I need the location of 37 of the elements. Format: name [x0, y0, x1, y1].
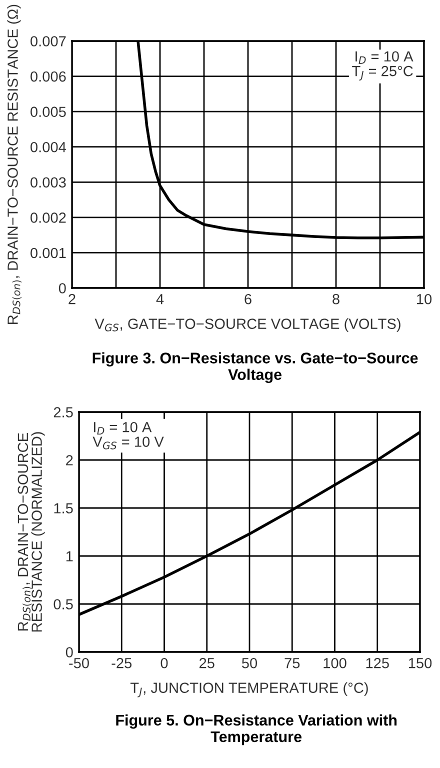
- y-tick-label: 0.003: [30, 177, 66, 188]
- x-tick-label: 50: [242, 658, 258, 668]
- x-tick-label: 6: [244, 294, 252, 304]
- x-axis-title: T$_{J}$, JUNCTION TEMPERATURE (°C): [130, 682, 368, 698]
- y-axis-title: R$_{DS(on)}$, DRAIN−TO−SOURCE RESISTANCE (NORMALIZED): [18, 432, 45, 632]
- text: Figure 5. On−Resistance Variation with Temperature: [116, 714, 397, 746]
- x-tick-label: 100: [324, 658, 346, 668]
- y-tick-label: 0.006: [30, 71, 66, 82]
- x-axis-title: V$_{GS}$, GATE−TO−SOURCE VOLTAGE (VOLTS): [94, 318, 400, 332]
- annotation: V$_{GS}$ = 10 V: [92, 436, 164, 450]
- y-tick-label: 0.001: [30, 248, 66, 258]
- y-tick-label: 0.002: [30, 212, 66, 223]
- x-tick-label: 10: [417, 294, 432, 304]
- annotation: I$_{D}$ = 10 A: [356, 51, 414, 64]
- x-tick-label: -50: [69, 658, 89, 668]
- y-tick-label: 2.5: [54, 407, 73, 418]
- x-tick-label: 8: [332, 294, 340, 304]
- y-tick-label: 0.5: [54, 599, 73, 610]
- y-tick-label: 0.005: [30, 106, 66, 117]
- annotation: T$_{J}$ = 25°C: [352, 66, 413, 81]
- annotation: I$_{D}$ = 10 A: [94, 422, 152, 435]
- x-tick-label: 4: [156, 294, 164, 304]
- y-tick-label: 0.007: [30, 36, 66, 46]
- y-axis-title: R$_{DS(on)}$, DRAIN−TO−SOURCE RESISTANCE (Ω): [7, 4, 22, 324]
- y-tick-label: 0.004: [30, 142, 66, 152]
- y-tick-label: 1: [66, 551, 73, 562]
- y-tick-label: 2: [66, 455, 73, 466]
- x-tick-label: 75: [284, 658, 300, 668]
- text: Figure 3. On−Resistance vs. Gate−to−Source Voltage: [92, 352, 418, 384]
- y-tick-label: 0: [66, 647, 73, 658]
- y-tick-label: 1.5: [54, 503, 73, 514]
- y-tick-label: 0: [58, 283, 66, 294]
- x-tick-label: 150: [408, 658, 432, 668]
- x-tick-label: 125: [366, 658, 389, 668]
- x-tick-label: -25: [112, 658, 132, 668]
- x-tick-label: 25: [200, 658, 214, 668]
- x-tick-label: 0: [160, 658, 168, 668]
